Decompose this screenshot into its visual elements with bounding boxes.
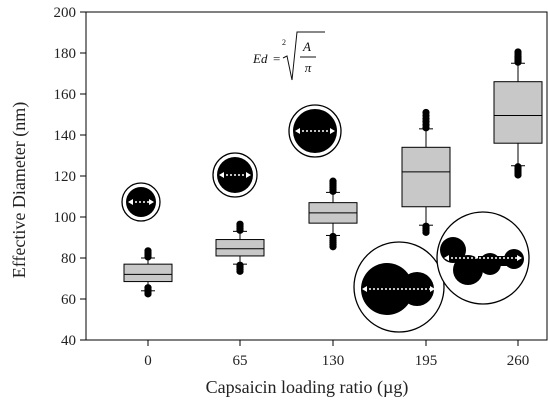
arrow-head bbox=[330, 128, 335, 134]
outlier-point bbox=[514, 48, 522, 56]
equation-numerator: A bbox=[302, 39, 311, 54]
particle bbox=[504, 249, 524, 269]
outlier-point bbox=[329, 177, 337, 185]
y-tick-label: 100 bbox=[54, 210, 77, 226]
inset-65 bbox=[212, 152, 258, 198]
inset-0 bbox=[121, 182, 161, 222]
box-130 bbox=[308, 177, 358, 251]
equation-denominator: π bbox=[305, 60, 312, 75]
diameter-equation: Ed = 2 A π bbox=[252, 31, 325, 81]
box-iqr bbox=[123, 263, 173, 283]
x-axis: 0 65 130 195 260 bbox=[144, 340, 529, 369]
outlier-point bbox=[236, 261, 244, 269]
outlier-point bbox=[144, 284, 152, 292]
outlier-point bbox=[144, 247, 152, 255]
y-tick-label: 60 bbox=[61, 292, 76, 308]
box-195 bbox=[401, 108, 451, 236]
arrow-head bbox=[149, 199, 154, 205]
y-tick-label: 140 bbox=[54, 128, 77, 144]
outlier-point bbox=[329, 232, 337, 241]
x-tick-label: 260 bbox=[507, 353, 530, 369]
y-tick-label: 180 bbox=[54, 46, 77, 62]
arrow-head bbox=[219, 172, 224, 178]
x-tick-label: 65 bbox=[233, 353, 248, 369]
y-tick-label: 120 bbox=[54, 169, 77, 185]
arrow-head bbox=[295, 128, 300, 134]
inset-260 bbox=[436, 211, 530, 305]
x-axis-title: Capsaicin loading ratio (µg) bbox=[206, 377, 409, 398]
arrow-head bbox=[246, 172, 251, 178]
outlier-point bbox=[422, 108, 430, 117]
box-0 bbox=[123, 247, 173, 298]
box-iqr bbox=[215, 239, 265, 257]
equation-lhs: Ed bbox=[252, 51, 268, 66]
y-tick-label: 40 bbox=[61, 333, 76, 349]
y-tick-label: 80 bbox=[61, 251, 76, 267]
arrow-head bbox=[444, 255, 449, 261]
x-tick-label: 0 bbox=[144, 353, 152, 369]
tem-insets bbox=[121, 104, 530, 333]
y-tick-label: 200 bbox=[54, 5, 77, 21]
particle bbox=[453, 255, 483, 285]
inset-195 bbox=[353, 241, 445, 333]
box-260 bbox=[493, 48, 543, 179]
outlier-point bbox=[514, 163, 522, 171]
arrow-head bbox=[128, 199, 133, 205]
x-tick-label: 130 bbox=[322, 353, 345, 369]
inset-130 bbox=[288, 104, 342, 158]
box-series bbox=[123, 48, 543, 298]
equation-root-index: 2 bbox=[282, 38, 286, 47]
radical-sign bbox=[282, 31, 325, 81]
y-axis: 40 60 80 100 120 140 160 180 200 bbox=[54, 5, 86, 349]
arrow-head bbox=[517, 255, 522, 261]
box-iqr bbox=[493, 81, 543, 144]
outlier-point bbox=[422, 222, 430, 230]
box-iqr bbox=[401, 146, 451, 208]
y-tick-label: 160 bbox=[54, 87, 77, 103]
y-axis-title: Effective Diameter (nm) bbox=[9, 102, 30, 279]
particle-bridge bbox=[478, 256, 508, 266]
outlier-point bbox=[236, 220, 244, 228]
x-tick-label: 195 bbox=[415, 353, 438, 369]
arrow-head bbox=[362, 286, 367, 292]
box-65 bbox=[215, 220, 265, 275]
equation-equals: = bbox=[273, 51, 280, 66]
arrow-head bbox=[430, 286, 435, 292]
